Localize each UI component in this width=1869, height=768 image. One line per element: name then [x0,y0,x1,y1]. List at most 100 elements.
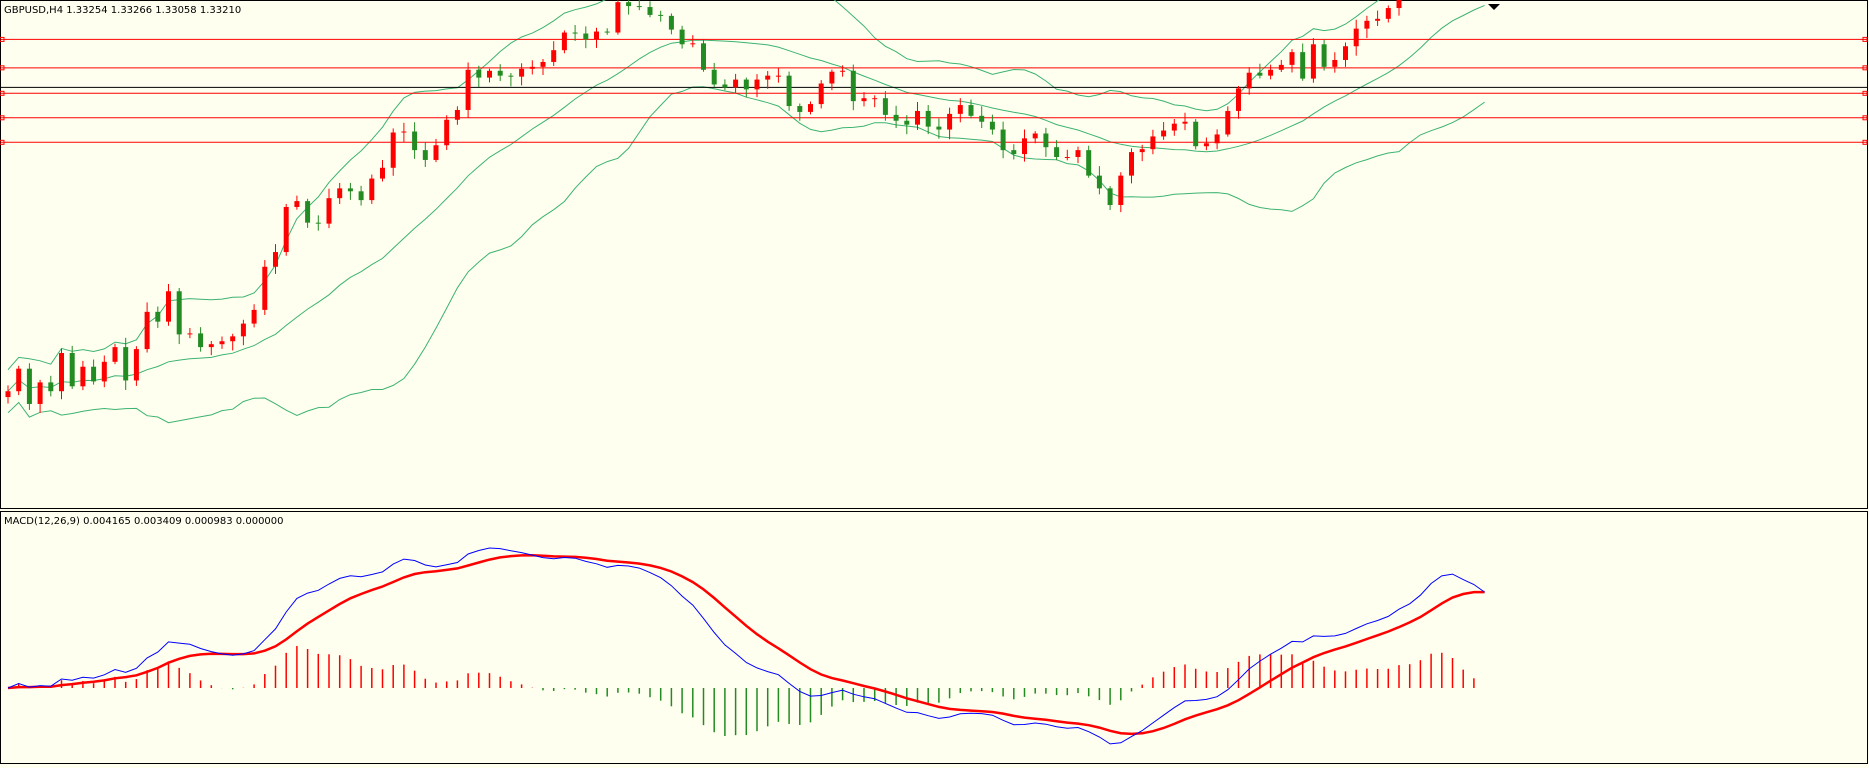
candle-body [37,382,43,404]
candle-body [508,75,514,77]
candle-body [1193,121,1199,147]
candle-body [690,43,696,45]
candle-body [572,32,578,34]
candle-body [337,188,343,199]
candle-body [1161,130,1167,137]
candle-body [604,31,610,33]
candle-body [711,69,717,85]
candle-body [315,222,321,224]
candle-body [69,353,75,387]
price-pane-frame [0,0,1868,509]
candle-body [636,6,642,8]
candle-body [840,70,846,72]
line-handle-right[interactable] [1862,90,1868,96]
candle-body [283,206,289,253]
candle-body [797,106,803,112]
candle-body [101,361,107,382]
candle-body [422,150,428,160]
candle-body [5,391,11,398]
candle-body [1182,121,1188,124]
candle-body [1300,52,1306,79]
candle-body [112,347,118,362]
candle-body [251,309,257,324]
line-handle-right[interactable] [1862,139,1868,145]
candle-body [925,110,931,127]
candle-body [497,70,503,76]
line-handle-left[interactable] [0,65,5,71]
candle-body [850,70,856,102]
candle-body [1236,88,1241,111]
candle-body [208,344,214,348]
candle-body [358,191,364,201]
candle-body [155,311,161,322]
candle-body [658,14,664,16]
macd-pane-label: MACD(12,26,9) 0.004165 0.003409 0.000983… [4,516,284,527]
candle-body [989,121,995,130]
line-handle-right[interactable] [1862,65,1868,71]
candle-body [176,291,182,335]
candle-body [294,201,300,207]
candle-body [1011,150,1017,155]
candle-body [230,336,236,342]
candle-body [198,333,204,348]
candle-body [1343,46,1348,60]
candle-body [915,110,920,125]
candle-body [240,323,246,337]
candle-body [979,115,985,122]
candle-body [765,75,771,80]
candle-body [786,75,792,107]
candle-body [476,69,482,78]
candle-body [48,382,54,392]
candle-body [1118,175,1124,206]
horizontal-lines[interactable] [0,36,1868,145]
shift-marker-icon[interactable] [1488,4,1500,10]
candle-body [1310,44,1316,79]
candle-body [465,69,471,110]
candle-body [775,75,781,77]
candle-body [668,15,674,30]
line-handle-right[interactable] [1862,115,1868,121]
candle-body [401,131,407,133]
candles [5,0,1402,413]
candle-body [433,145,439,160]
line-handle-left[interactable] [0,36,5,42]
line-handle-left[interactable] [0,115,5,121]
candle-body [947,113,953,130]
candle-body [529,66,535,69]
candle-body [1225,110,1231,135]
candle-body [679,29,685,45]
candle-body [1075,150,1081,157]
candle-body [1257,72,1263,76]
bollinger-middle [7,4,1485,392]
price-pane-label: GBPUSD,H4 1.33254 1.33266 1.33058 1.3321… [4,5,241,16]
macd-lines [7,547,1485,745]
candle-body [390,132,396,168]
candle-body [1246,72,1252,89]
line-handle-left[interactable] [0,90,5,96]
candle-body [187,333,193,335]
line-handle-right[interactable] [1862,36,1868,42]
candle-body [1353,28,1359,47]
candle-body [754,79,760,90]
candle-body [861,98,867,102]
line-handle-left[interactable] [0,139,5,145]
candle-body [1364,20,1370,29]
candle-body [412,131,418,151]
candle-body [1385,8,1391,19]
candle-body [1278,64,1284,70]
candle-body [733,79,739,88]
candle-body [80,366,86,387]
candle-body [123,347,129,381]
candle-body [59,353,64,392]
candle-body [219,341,225,345]
candle-body [583,33,589,40]
candle-body [1096,175,1102,189]
candle-body [1054,147,1060,157]
candle-body [1032,133,1038,139]
candle-body [1268,69,1274,76]
candle-body [1171,123,1177,131]
candle-body [487,70,492,78]
candle-body [454,109,460,120]
